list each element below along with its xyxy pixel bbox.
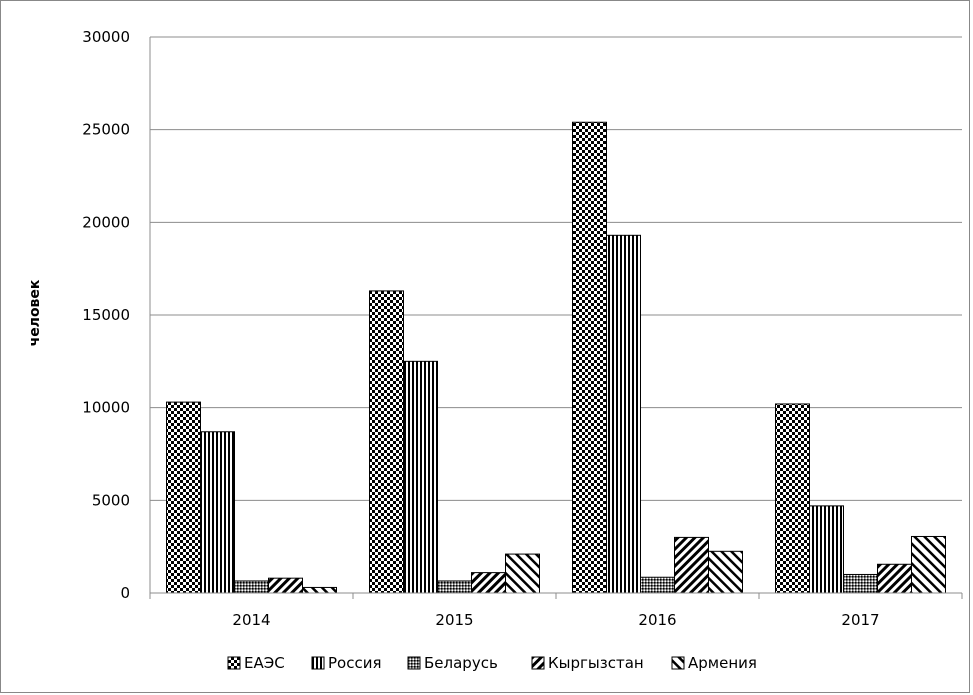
bar-Кыргызстан-2014 [268,577,303,594]
legend-label: Кыргызстан [548,654,644,672]
bar-Беларусь-2015 [437,580,472,594]
legend-swatch [671,656,685,670]
y-axis-ticks: 0 5000 10000 15000 20000 25000 30000 [82,28,130,602]
legend-item: ЕАЭС [227,654,285,672]
y-axis-label: человек [27,279,43,346]
x-tick-label: 2017 [841,611,879,629]
bar-Россия-2014 [200,431,235,594]
bar-Кыргызстан-2016 [674,536,709,594]
x-tick-label: 2014 [232,611,270,629]
bar-ЕАЭС-2016 [572,121,607,594]
legend-label: Беларусь [424,654,498,672]
y-tick-label: 15000 [82,306,130,324]
legend-swatch [227,656,241,670]
y-tick-label: 20000 [82,213,130,231]
x-tick-label: 2016 [638,611,676,629]
bar-Россия-2015 [403,360,438,594]
y-tick-label: 0 [120,584,130,602]
bar-Россия-2016 [606,234,641,594]
y-tick-label: 30000 [82,28,130,46]
bar-Кыргызстан-2017 [877,563,912,594]
bar-ЕАЭС-2017 [775,403,810,594]
legend-item: Армения [671,654,757,672]
legend-swatch [407,656,421,670]
bar-Россия-2017 [809,505,844,594]
legend-item: Россия [311,654,382,672]
bar-ЕАЭС-2015 [369,290,404,594]
legend-label: Армения [688,654,757,672]
y-tick-label: 25000 [82,121,130,139]
bar-Беларусь-2014 [234,580,269,594]
bar-Армения-2015 [505,553,540,594]
legend-label: ЕАЭС [244,654,285,672]
bar-Армения-2016 [708,550,743,594]
y-tick-label: 5000 [92,491,130,509]
legend-swatch [311,656,325,670]
bar-Армения-2017 [911,535,946,594]
legend-item: Кыргызстан [531,654,644,672]
bar-Армения-2014 [302,586,337,594]
y-tick-label: 10000 [82,399,130,417]
legend-item: Беларусь [407,654,498,672]
bars [166,121,946,594]
bar-ЕАЭС-2014 [166,401,201,594]
bar-Беларусь-2017 [843,573,878,594]
legend-swatch [531,656,545,670]
legend: ЕАЭС Россия Беларусь Кыргызстан Армения [227,654,757,672]
legend-label: Россия [328,654,382,672]
x-axis-ticks: 2014 2015 2016 2017 [149,592,963,629]
bar-Беларусь-2016 [640,576,675,594]
x-tick-label: 2015 [435,611,473,629]
bar-Кыргызстан-2015 [471,572,506,594]
